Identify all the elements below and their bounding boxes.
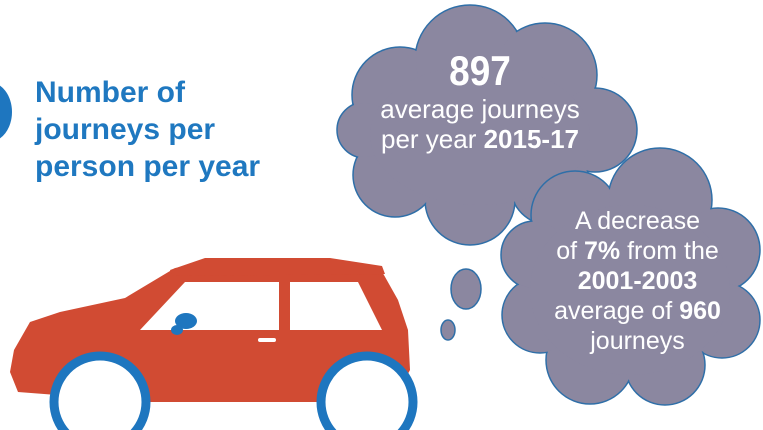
year-range: 2015-17 — [483, 124, 580, 154]
title-line-3: person per year — [35, 150, 261, 183]
bubble-secondary-line-2: of 7% from the — [556, 237, 719, 265]
thought-dot-large — [450, 268, 482, 310]
decrease-percent: 7% — [584, 237, 621, 265]
average-journeys-value: 897 — [449, 47, 511, 94]
bubble-main-line-2: per year 2015-17 — [380, 124, 580, 154]
bubble-secondary-line-5: journeys — [590, 327, 685, 355]
bubble-main-line-1: average journeys — [380, 94, 580, 124]
page-title: Number of journeys per person per year — [35, 74, 345, 185]
bubble-main-text: 897 average journeys per year 2015-17 — [345, 47, 615, 155]
title-line-1: Number of — [35, 76, 185, 109]
car-icon — [10, 258, 418, 430]
bubble-secondary-text: A decrease of 7% from the 2001-2003 aver… — [510, 206, 763, 356]
baseline-value: 960 — [679, 297, 721, 325]
bubble-secondary-line-3: 2001-2003 — [510, 266, 763, 296]
bubble-secondary-line-1: A decrease — [574, 207, 701, 235]
bubble-secondary-line-4: average of 960 — [554, 297, 721, 325]
title-line-2: journeys per — [35, 113, 216, 146]
baseline-years: 2001-2003 — [577, 267, 698, 295]
thought-dot-small — [440, 319, 456, 341]
